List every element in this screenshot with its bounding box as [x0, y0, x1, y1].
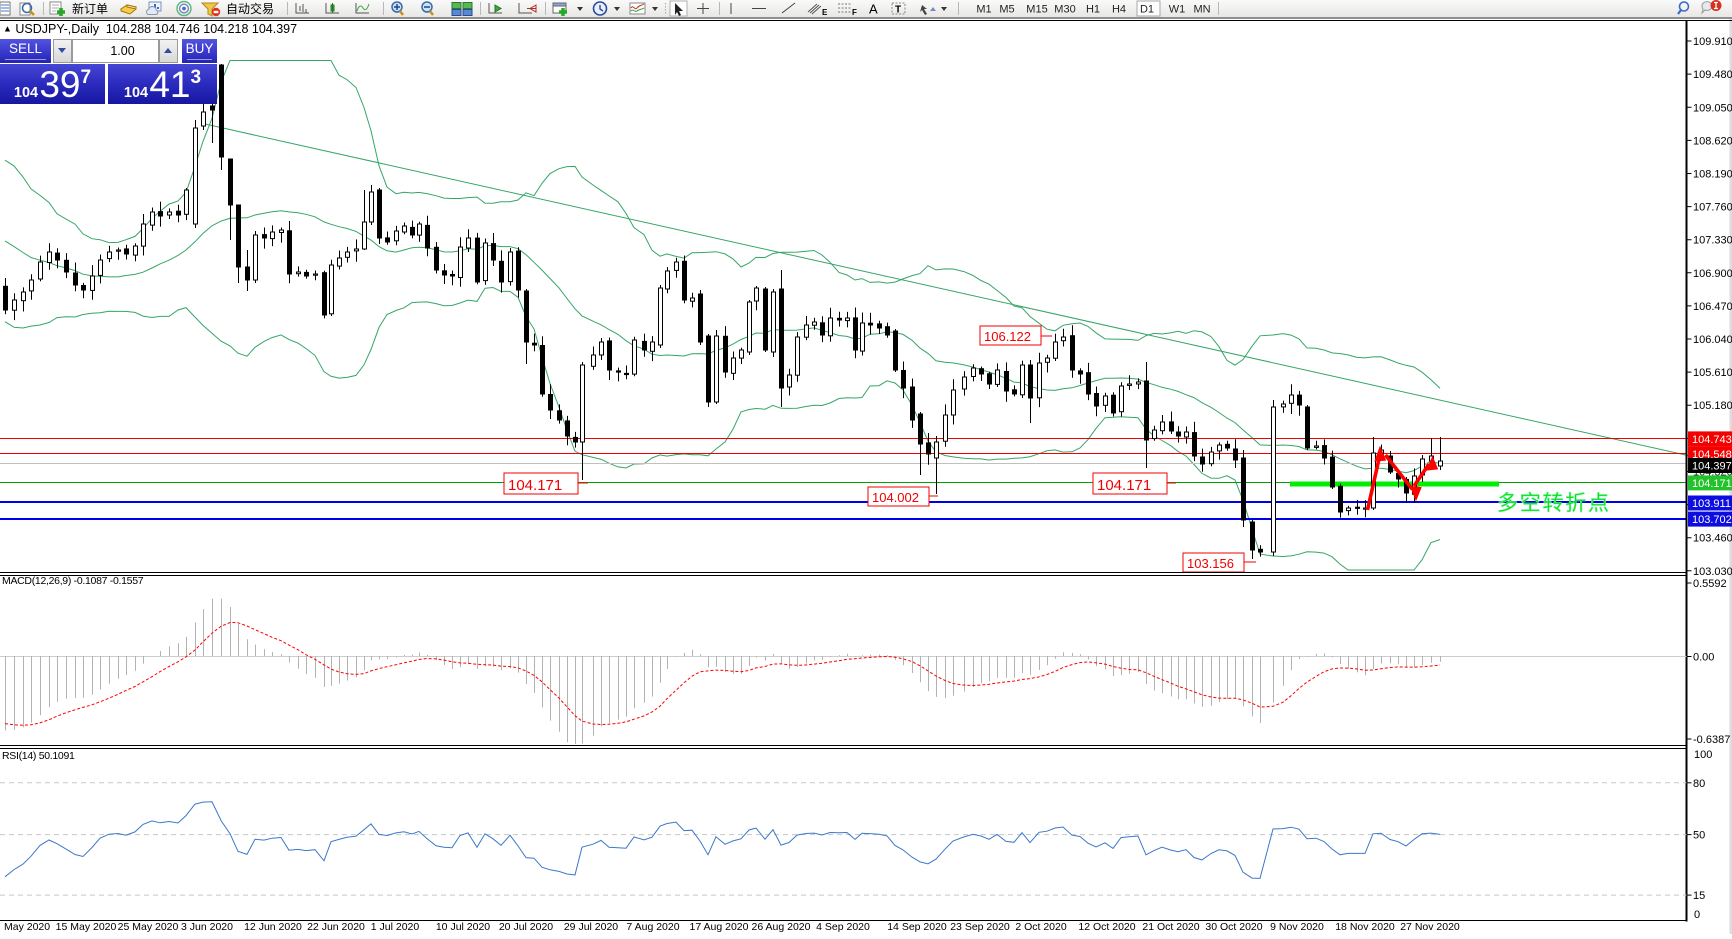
svg-text:A: A [869, 2, 878, 17]
svg-text:15 May 2020: 15 May 2020 [56, 921, 117, 933]
svg-text:1 Jul 2020: 1 Jul 2020 [371, 921, 420, 933]
svg-text:M1: M1 [976, 4, 991, 16]
svg-text:May 2020: May 2020 [4, 921, 50, 933]
svg-text:7 Aug 2020: 7 Aug 2020 [626, 921, 679, 933]
svg-text:107.330: 107.330 [1693, 235, 1732, 247]
svg-text:多空转折点: 多空转折点 [1497, 492, 1609, 515]
svg-text:F: F [852, 8, 857, 17]
svg-text:104.002: 104.002 [872, 490, 919, 505]
svg-text:29 Jul 2020: 29 Jul 2020 [564, 921, 618, 933]
svg-text:106.122: 106.122 [984, 329, 1031, 344]
svg-text:3 Jun 2020: 3 Jun 2020 [181, 921, 233, 933]
svg-text:MN: MN [1193, 4, 1210, 16]
svg-text:E: E [822, 8, 828, 17]
svg-text:M15: M15 [1026, 4, 1047, 16]
svg-text:9 Nov 2020: 9 Nov 2020 [1270, 921, 1324, 933]
svg-text:17 Aug 2020: 17 Aug 2020 [690, 921, 749, 933]
svg-text:14 Sep 2020: 14 Sep 2020 [887, 921, 947, 933]
svg-text:12 Oct 2020: 12 Oct 2020 [1078, 921, 1135, 933]
svg-text:W1: W1 [1169, 4, 1186, 16]
svg-text:104.171: 104.171 [1692, 478, 1732, 490]
svg-text:103.911: 103.911 [1692, 498, 1731, 510]
svg-text:107.760: 107.760 [1693, 202, 1732, 214]
svg-text:0.00: 0.00 [1693, 652, 1714, 664]
svg-text:21 Oct 2020: 21 Oct 2020 [1142, 921, 1199, 933]
svg-text:109.050: 109.050 [1693, 102, 1732, 114]
svg-text:D1: D1 [1140, 4, 1154, 16]
svg-text:26 Aug 2020: 26 Aug 2020 [752, 921, 811, 933]
svg-text:4 Sep 2020: 4 Sep 2020 [816, 921, 870, 933]
svg-text:18 Nov 2020: 18 Nov 2020 [1335, 921, 1395, 933]
svg-text:-0.6387: -0.6387 [1693, 734, 1730, 746]
svg-text:H4: H4 [1112, 4, 1126, 16]
svg-text:103.460: 103.460 [1693, 533, 1732, 545]
svg-text:103.156: 103.156 [1187, 556, 1234, 571]
svg-text:106.900: 106.900 [1693, 268, 1732, 280]
svg-text:23 Sep 2020: 23 Sep 2020 [950, 921, 1010, 933]
svg-text:MACD(12,26,9) -0.1087 -0.1557: MACD(12,26,9) -0.1087 -0.1557 [2, 575, 144, 587]
svg-text:109.910: 109.910 [1693, 36, 1732, 48]
svg-text:106.470: 106.470 [1693, 301, 1732, 313]
svg-text:10 Jul 2020: 10 Jul 2020 [436, 921, 490, 933]
svg-text:105.610: 105.610 [1693, 367, 1732, 379]
svg-text:M5: M5 [999, 4, 1014, 16]
svg-text:104.171: 104.171 [1097, 477, 1151, 494]
svg-text:T: T [895, 5, 901, 16]
svg-text:新订单: 新订单 [72, 1, 108, 16]
svg-text:50: 50 [1693, 830, 1705, 842]
svg-text:104.397: 104.397 [1692, 461, 1732, 473]
svg-text:100: 100 [1694, 749, 1712, 761]
svg-text:0: 0 [1694, 909, 1700, 921]
svg-text:0.5592: 0.5592 [1693, 578, 1727, 590]
svg-text:自动交易: 自动交易 [226, 1, 274, 16]
svg-text:104.743: 104.743 [1692, 434, 1732, 446]
svg-text:22 Jun 2020: 22 Jun 2020 [307, 921, 365, 933]
svg-text:2 Oct 2020: 2 Oct 2020 [1015, 921, 1067, 933]
svg-text:108.620: 108.620 [1693, 135, 1732, 147]
svg-text:RSI(14) 50.1091: RSI(14) 50.1091 [2, 750, 75, 762]
svg-text:20 Jul 2020: 20 Jul 2020 [499, 921, 553, 933]
svg-text:30 Oct 2020: 30 Oct 2020 [1205, 921, 1262, 933]
svg-text:H1: H1 [1086, 4, 1100, 16]
svg-text:105.180: 105.180 [1693, 400, 1732, 412]
svg-text:108.190: 108.190 [1693, 169, 1732, 181]
svg-text:25 May 2020: 25 May 2020 [118, 921, 179, 933]
svg-text:27 Nov 2020: 27 Nov 2020 [1400, 921, 1460, 933]
svg-text:12 Jun 2020: 12 Jun 2020 [244, 921, 302, 933]
svg-text:109.480: 109.480 [1693, 69, 1732, 81]
svg-text:80: 80 [1693, 778, 1705, 790]
svg-text:15: 15 [1693, 890, 1705, 902]
svg-text:103.702: 103.702 [1692, 514, 1732, 526]
svg-text:103.030: 103.030 [1693, 566, 1732, 578]
svg-text:106.040: 106.040 [1693, 334, 1732, 346]
svg-text:M30: M30 [1054, 4, 1075, 16]
svg-text:104.171: 104.171 [508, 477, 562, 494]
